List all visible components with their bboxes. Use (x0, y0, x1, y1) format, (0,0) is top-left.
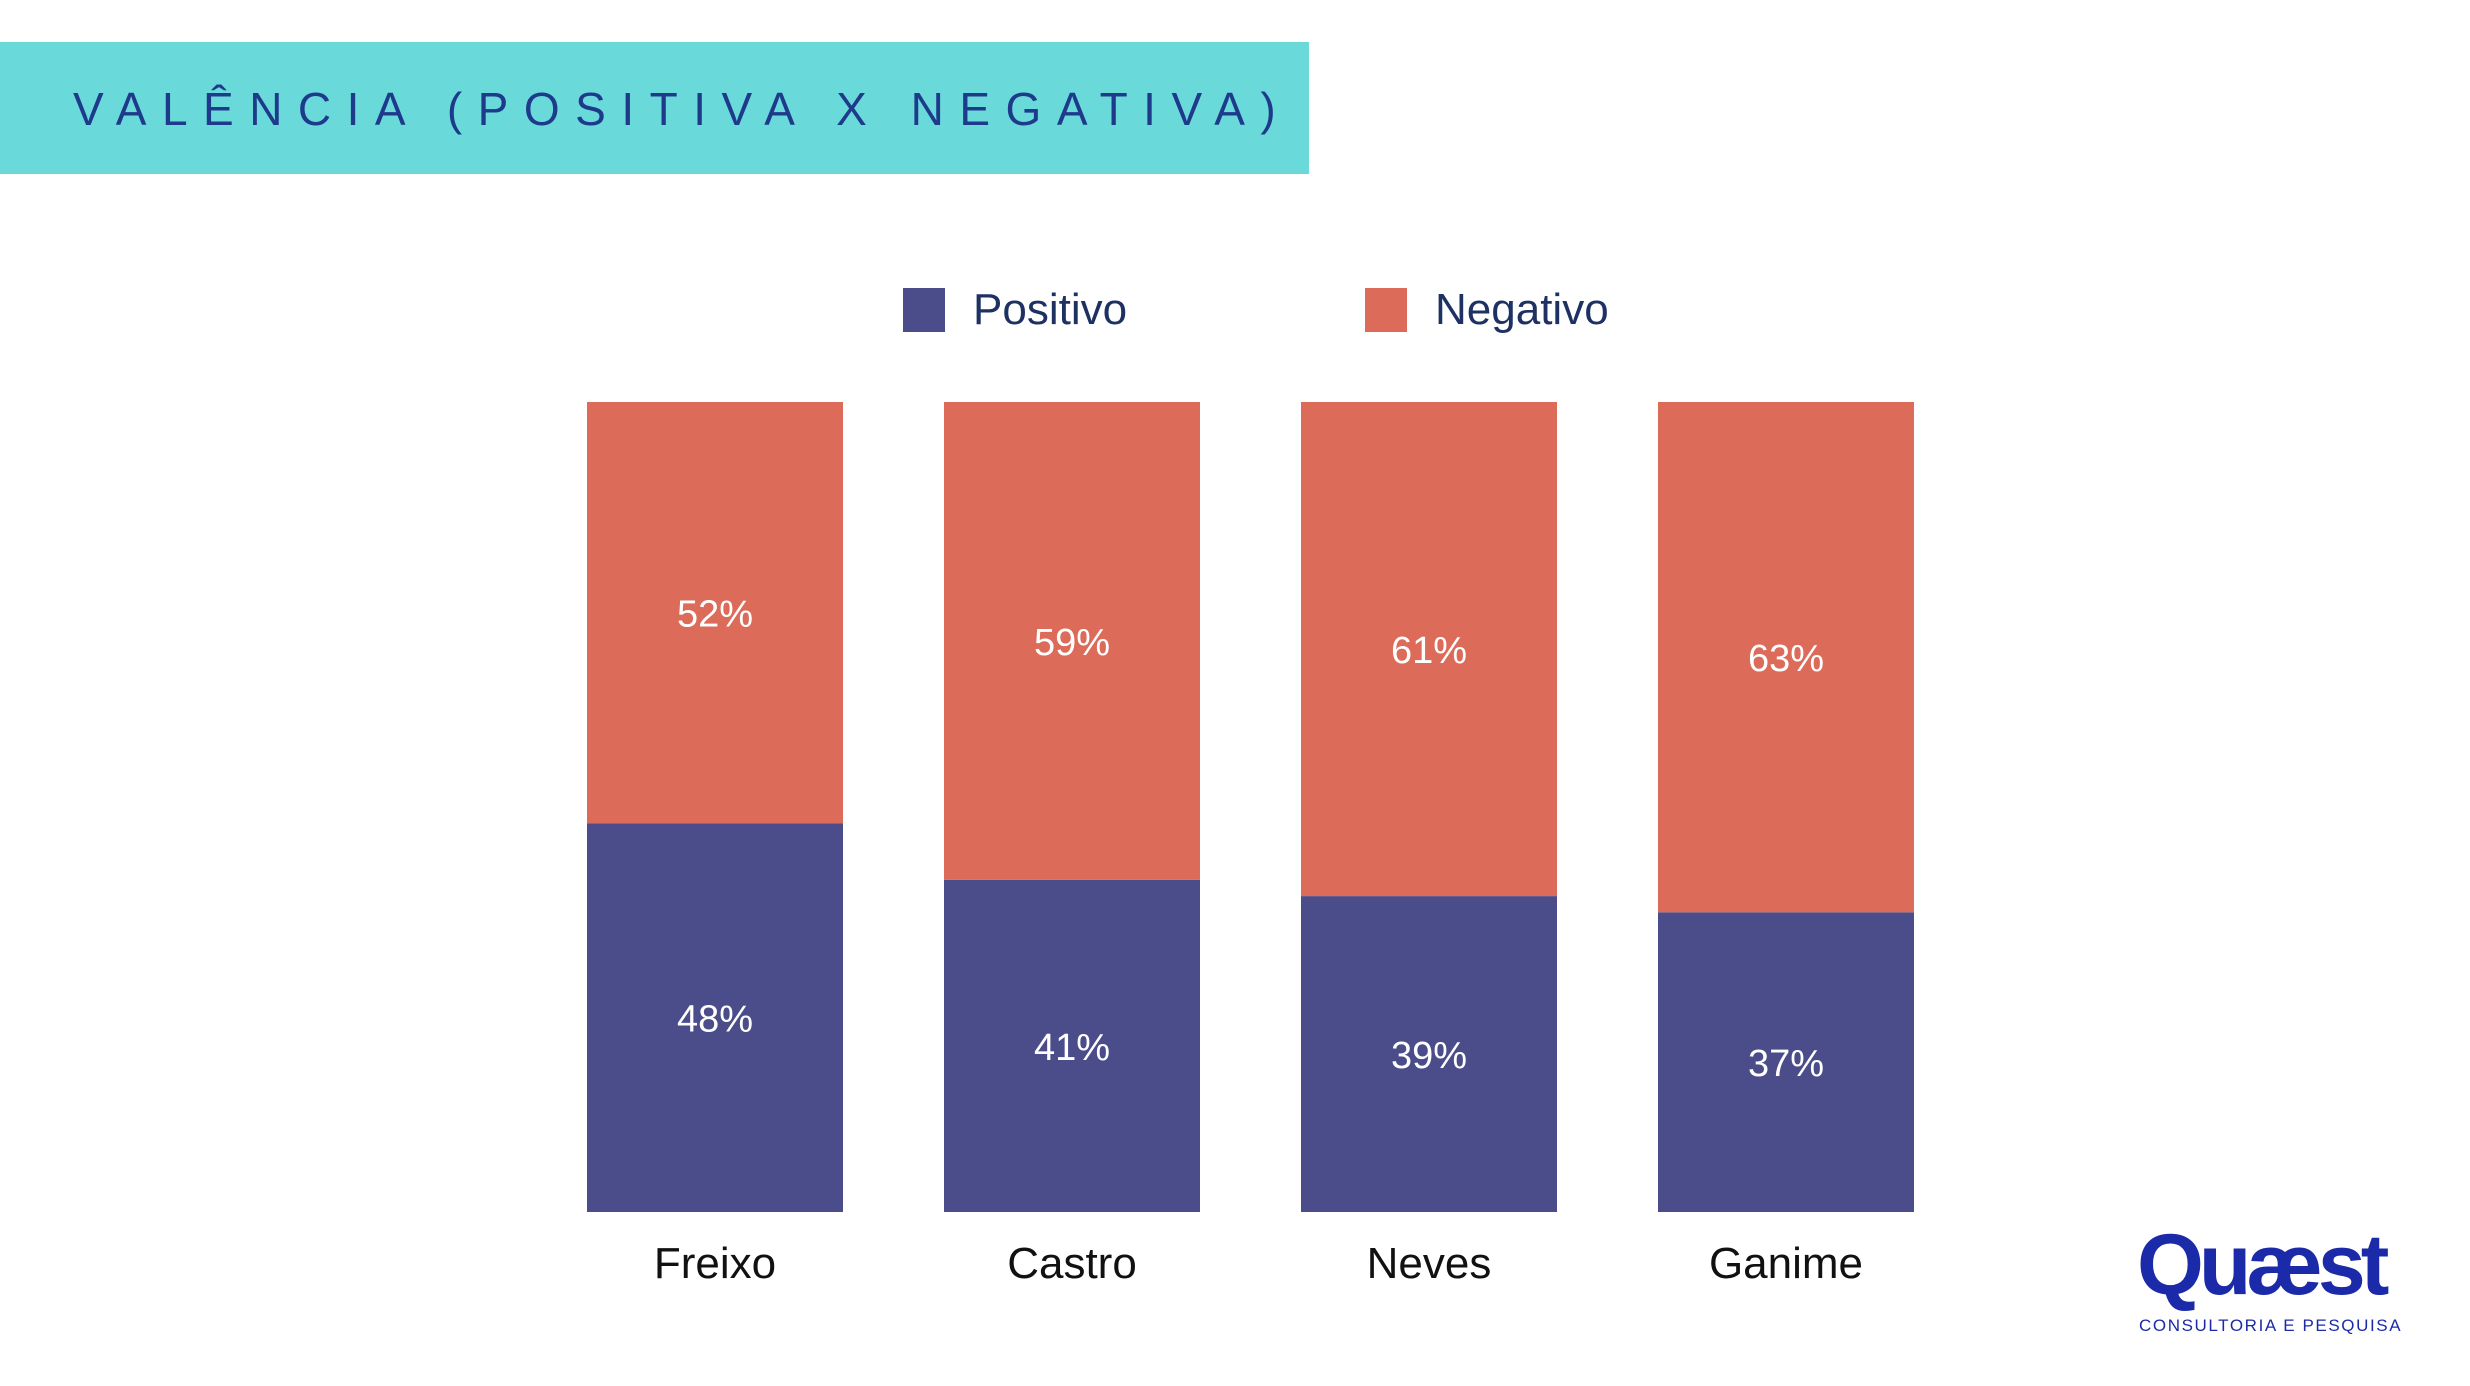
bar-positivo-neves (1301, 896, 1557, 1212)
quaest-logo: Quæst CONSULTORIA E PESQUISA (2137, 1220, 2401, 1338)
data-label-negativo-castro: 59% (1034, 622, 1110, 664)
logo-tagline: CONSULTORIA E PESQUISA (2139, 1316, 2403, 1335)
chart-legend: Positivo Negativo (0, 285, 2470, 348)
category-label-neves: Neves (1367, 1239, 1492, 1288)
bar-negativo-neves (1301, 402, 1557, 897)
category-label-freixo: Freixo (654, 1239, 776, 1288)
data-label-positivo-neves: 39% (1391, 1035, 1467, 1077)
header-band (0, 42, 1309, 174)
bar-negativo-castro (944, 402, 1200, 880)
data-label-negativo-neves: 61% (1391, 630, 1467, 672)
data-label-positivo-castro: 41% (1034, 1027, 1110, 1069)
data-label-negativo-ganime: 63% (1748, 638, 1824, 680)
bar-positivo-ganime (1658, 912, 1914, 1212)
category-label-castro: Castro (1007, 1239, 1137, 1288)
bar-negativo-ganime (1658, 402, 1914, 913)
legend-label-negativo: Negativo (1435, 285, 1609, 334)
category-label-ganime: Ganime (1709, 1239, 1863, 1288)
bar-negativo-freixo (587, 402, 843, 824)
bar-positivo-freixo (587, 823, 843, 1212)
legend-swatch-positivo (903, 288, 945, 332)
logo-wordmark: Quæst (2137, 1217, 2389, 1313)
data-label-positivo-ganime: 37% (1748, 1043, 1824, 1085)
data-label-negativo-freixo: 52% (677, 594, 753, 636)
legend-label-positivo: Positivo (973, 285, 1128, 334)
bar-positivo-castro (944, 879, 1200, 1212)
legend-swatch-negativo (1365, 288, 1407, 332)
data-label-positivo-freixo: 48% (677, 999, 753, 1041)
page-title: VALÊNCIA (POSITIVA X NEGATIVA) (73, 83, 1292, 135)
